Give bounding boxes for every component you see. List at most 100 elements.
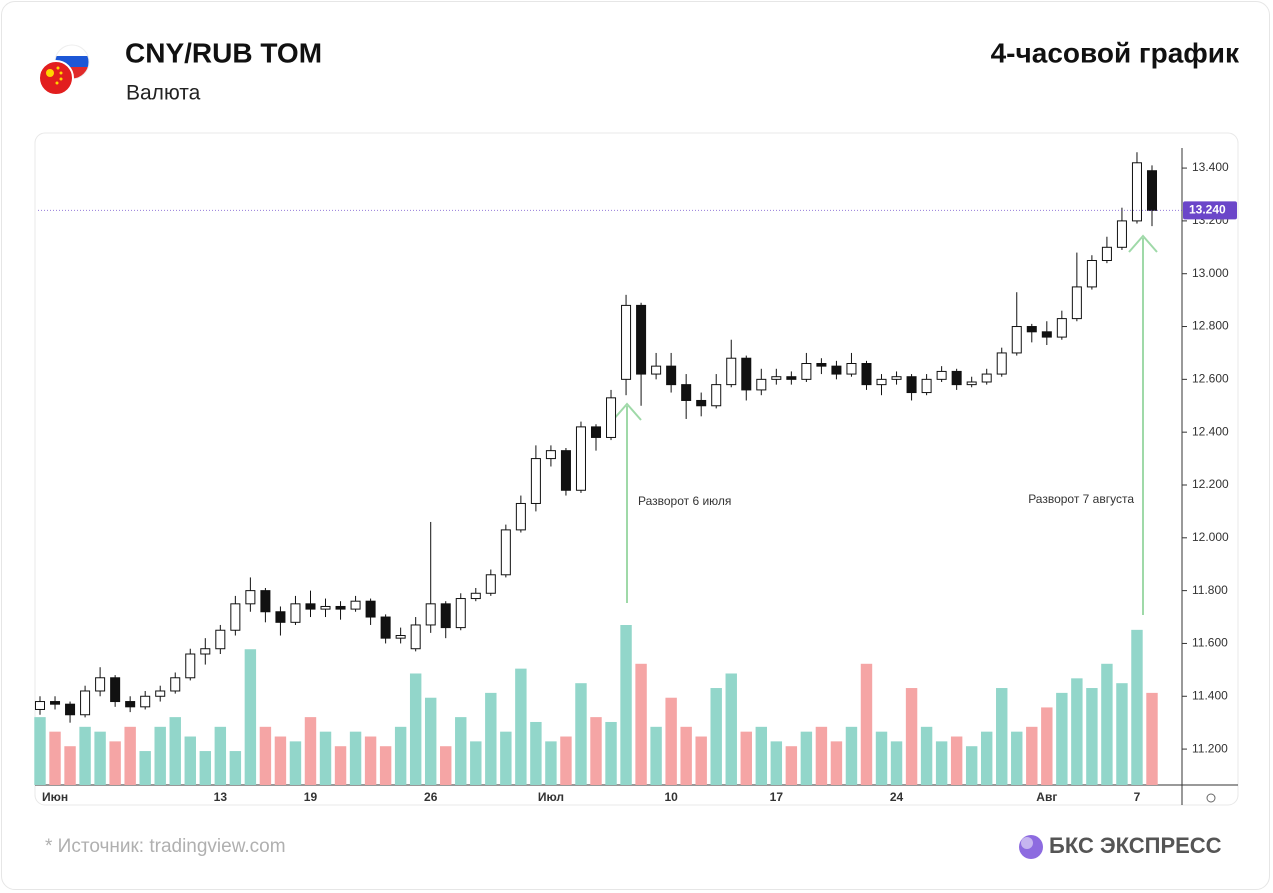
candle-body bbox=[996, 352, 1007, 375]
volume-bar bbox=[545, 741, 557, 785]
volume-bar bbox=[590, 717, 602, 785]
y-tick-label: 11.600 bbox=[1192, 636, 1228, 650]
y-tick-label: 13.000 bbox=[1192, 266, 1229, 280]
candle-body bbox=[365, 600, 376, 618]
brand-logo bbox=[1019, 835, 1043, 859]
y-tick-label: 12.000 bbox=[1192, 530, 1229, 544]
candle-body bbox=[621, 304, 632, 380]
volume-bar bbox=[830, 741, 843, 785]
settings-icon[interactable] bbox=[1206, 793, 1216, 803]
candle-body bbox=[245, 590, 256, 605]
candle-body bbox=[500, 529, 511, 576]
y-tick-label: 11.200 bbox=[1192, 741, 1228, 755]
candle-body bbox=[485, 574, 496, 594]
volume-bar bbox=[349, 731, 362, 785]
candle-body bbox=[335, 605, 346, 610]
candle-body bbox=[110, 677, 121, 703]
volume-bar bbox=[1071, 678, 1083, 785]
candle-body bbox=[440, 603, 451, 629]
volume-bar bbox=[560, 736, 572, 785]
volume-bar bbox=[319, 731, 332, 785]
candle-body bbox=[981, 373, 992, 383]
last-price-label: 13.240 bbox=[1189, 202, 1226, 216]
x-tick-label: Авг bbox=[1036, 790, 1057, 804]
candle-body bbox=[425, 603, 436, 626]
y-tick-label: 11.400 bbox=[1192, 688, 1228, 702]
volume-bar bbox=[695, 736, 707, 785]
candle-body bbox=[1056, 318, 1067, 338]
volume-bar bbox=[1041, 707, 1053, 785]
candle-body bbox=[230, 603, 241, 631]
volume-bar bbox=[379, 746, 392, 785]
x-tick-label: 10 bbox=[664, 790, 678, 804]
candle-body bbox=[545, 450, 556, 460]
candle-body bbox=[636, 304, 647, 375]
volume-bar bbox=[515, 668, 527, 785]
last-price-box bbox=[1183, 201, 1237, 220]
volume-bar bbox=[845, 726, 858, 785]
candle-body bbox=[741, 357, 752, 391]
volume-layer bbox=[34, 625, 1158, 785]
candle-body bbox=[170, 677, 181, 692]
arrow-head bbox=[1128, 234, 1158, 253]
candle-body bbox=[410, 624, 421, 650]
candle-body bbox=[320, 605, 331, 610]
candle-body bbox=[380, 616, 391, 639]
volume-bar bbox=[259, 726, 272, 785]
flags bbox=[38, 44, 90, 96]
candle-body bbox=[1146, 170, 1158, 211]
candle-body bbox=[771, 376, 782, 380]
candle-body bbox=[1131, 162, 1142, 222]
source: * Источник: tradingview.com bbox=[45, 836, 286, 857]
volume-bar bbox=[199, 751, 212, 785]
volume-bar bbox=[424, 697, 437, 785]
candle-body bbox=[560, 450, 571, 491]
volume-bar bbox=[364, 736, 377, 785]
candle-body bbox=[861, 363, 872, 386]
candle-body bbox=[711, 384, 722, 407]
candle-body bbox=[681, 384, 692, 401]
volume-bar bbox=[124, 726, 136, 785]
y-tick-label: 12.200 bbox=[1192, 477, 1229, 491]
candle-body bbox=[651, 365, 662, 375]
volume-bar bbox=[860, 663, 873, 785]
volume-bar bbox=[665, 697, 677, 785]
volume-bar bbox=[470, 741, 482, 785]
chart-card bbox=[34, 132, 1239, 806]
candle-body bbox=[726, 357, 737, 386]
volume-bar bbox=[965, 746, 978, 785]
volume-bar bbox=[605, 721, 617, 785]
brand: БКС ЭКСПРЕСС bbox=[1049, 833, 1222, 858]
candle-body bbox=[395, 635, 406, 639]
volume-bar bbox=[875, 731, 888, 785]
candle-body bbox=[155, 690, 166, 697]
y-tick-label: 12.400 bbox=[1192, 424, 1229, 438]
y-tick-label: 12.800 bbox=[1192, 319, 1229, 333]
candle-body bbox=[215, 629, 226, 650]
candle-body bbox=[275, 611, 286, 623]
candle-body bbox=[65, 703, 76, 716]
volume-bar bbox=[1101, 663, 1113, 785]
volume-bar bbox=[244, 649, 257, 785]
y-tick-label: 12.600 bbox=[1192, 372, 1229, 386]
x-tick-label: Июн bbox=[42, 790, 68, 804]
volume-bar bbox=[935, 741, 948, 785]
candle-body bbox=[200, 648, 211, 655]
volume-bar bbox=[815, 726, 828, 785]
candle-body bbox=[756, 378, 767, 391]
candle-body bbox=[34, 701, 46, 710]
candle-body bbox=[951, 370, 962, 386]
volume-bar bbox=[710, 688, 722, 785]
volume-bar bbox=[950, 736, 963, 785]
volume-bar bbox=[500, 731, 512, 785]
candle-body bbox=[1026, 326, 1037, 333]
volume-bar bbox=[304, 717, 317, 785]
candle-body bbox=[786, 376, 797, 380]
candle-body bbox=[80, 690, 91, 716]
volume-bar bbox=[214, 726, 227, 785]
volume-bar bbox=[64, 746, 76, 785]
candle-body bbox=[50, 701, 61, 705]
volume-bar bbox=[34, 717, 46, 785]
x-tick-label: 24 bbox=[890, 790, 904, 804]
